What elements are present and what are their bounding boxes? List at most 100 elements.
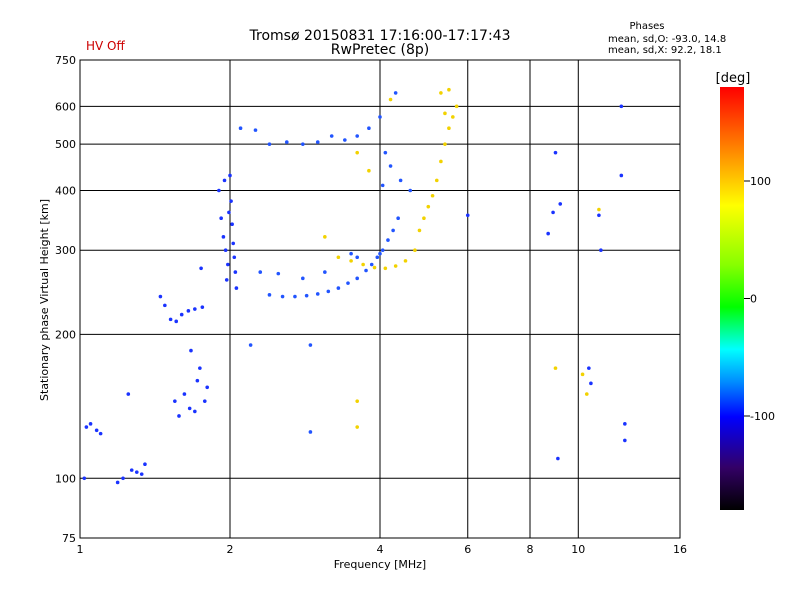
data-point <box>553 366 558 370</box>
x-tick-labels: 1 2 4 6 8 10 16 <box>77 543 688 556</box>
x-tick-label: 2 <box>227 543 234 556</box>
colorbar-ticks: 100 0 -100 <box>744 175 775 423</box>
data-point <box>293 294 297 299</box>
data-point <box>584 392 589 396</box>
data-point <box>232 255 237 260</box>
data-point <box>336 286 341 290</box>
data-point <box>308 343 313 347</box>
data-point <box>343 138 347 142</box>
data-point <box>301 276 305 281</box>
data-point <box>82 476 87 481</box>
data-point <box>134 470 139 474</box>
x-tick-label: 1 <box>77 543 84 556</box>
data-point <box>223 248 228 253</box>
y-axis-label: Stationary phase Virtual Height [km] <box>38 199 51 401</box>
x-tick-label: 6 <box>464 543 471 556</box>
data-point <box>623 422 627 426</box>
data-point <box>129 468 134 472</box>
data-point <box>189 348 193 353</box>
data-point <box>233 270 238 274</box>
data-point <box>177 414 181 418</box>
data-point <box>367 168 371 173</box>
data-point <box>375 255 380 260</box>
data-point <box>198 366 202 370</box>
grid-lines <box>80 60 680 538</box>
stats-o-mode: mean, sd,O: -93.0, 14.8 <box>608 34 726 45</box>
colorbar-tick-label: 0 <box>750 293 757 306</box>
data-point <box>386 238 390 242</box>
data-point <box>230 222 234 227</box>
data-point <box>228 173 232 178</box>
x-axis-label: Frequency [MHz] <box>334 558 426 571</box>
data-point <box>98 431 103 436</box>
data-point <box>139 472 144 476</box>
data-point <box>222 178 227 183</box>
data-point <box>121 476 125 481</box>
data-point <box>349 251 353 256</box>
data-point <box>158 294 163 299</box>
data-point <box>388 164 393 168</box>
data-point <box>355 425 359 429</box>
data-point <box>308 430 313 434</box>
data-point <box>422 216 426 221</box>
data-point <box>388 97 393 102</box>
y-tick-label: 750 <box>55 54 76 67</box>
data-point <box>355 255 359 260</box>
data-point <box>551 210 555 215</box>
data-point <box>224 278 229 282</box>
data-point <box>417 228 422 233</box>
data-point <box>168 317 173 322</box>
stats-x-mode: mean, sd,X: 92.2, 18.1 <box>608 45 722 56</box>
data-point <box>276 271 281 276</box>
data-point <box>589 381 593 386</box>
data-point <box>393 264 398 268</box>
colorbar-tick-label: 100 <box>750 175 771 188</box>
data-point <box>396 216 400 221</box>
data-point <box>355 276 359 281</box>
data-point <box>619 173 624 178</box>
colorbar-gradient <box>720 87 744 510</box>
data-point <box>369 262 374 267</box>
data-point <box>556 456 560 461</box>
data-point <box>426 204 431 209</box>
data-point <box>364 268 368 273</box>
data-point <box>195 378 200 383</box>
data-point <box>380 183 385 188</box>
data-point <box>349 259 353 263</box>
data-point <box>94 428 99 433</box>
data-point <box>126 392 131 396</box>
data-point <box>231 241 236 246</box>
data-point <box>336 255 341 260</box>
data-point <box>546 231 550 236</box>
data-point <box>447 87 451 92</box>
data-point <box>383 150 388 155</box>
data-point <box>587 366 591 370</box>
data-point <box>558 202 563 206</box>
data-point <box>403 259 408 263</box>
data-point <box>229 199 233 203</box>
data-point <box>580 372 585 377</box>
data-point <box>413 248 417 253</box>
data-point <box>253 128 258 132</box>
data-point <box>179 312 184 317</box>
data-point <box>372 265 377 270</box>
chart-subtitle: RwPretec (8p) <box>331 42 429 58</box>
data-point <box>226 262 230 267</box>
data-point <box>355 150 359 155</box>
y-tick-labels: 75 100 200 300 400 500 600 750 <box>55 54 76 545</box>
data-point <box>219 216 223 221</box>
data-point <box>378 251 382 256</box>
y-tick-label: 100 <box>55 472 76 485</box>
y-tick-label: 500 <box>55 138 76 151</box>
data-point <box>217 188 221 193</box>
data-point <box>326 289 331 294</box>
data-point <box>439 159 443 164</box>
data-point <box>454 104 459 109</box>
data-point <box>84 425 89 429</box>
data-point <box>304 293 309 298</box>
plot-area: 1 2 4 6 8 10 16 75 100 200 300 400 500 600 750 <box>55 54 687 556</box>
data-point <box>553 150 558 155</box>
data-point <box>361 262 365 267</box>
phase-colorbar: [deg] 100 0 -100 <box>716 71 775 510</box>
